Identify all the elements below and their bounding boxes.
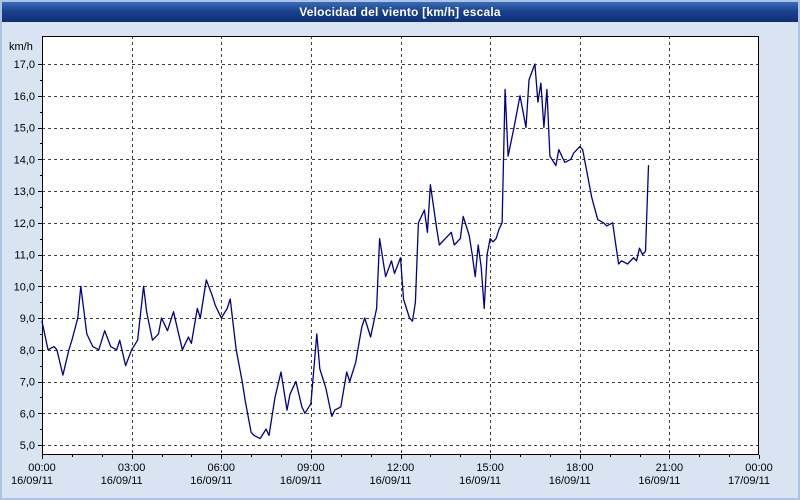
svg-text:8,0: 8,0 <box>20 345 35 357</box>
svg-text:9,0: 9,0 <box>20 313 35 325</box>
axis-ticks <box>38 64 760 459</box>
svg-text:16/09/11: 16/09/11 <box>280 475 322 487</box>
svg-text:14,0: 14,0 <box>14 154 35 166</box>
svg-text:12,0: 12,0 <box>14 218 35 230</box>
svg-text:06:00: 06:00 <box>207 462 235 474</box>
wind-speed-line <box>41 63 650 440</box>
svg-text:15,0: 15,0 <box>14 123 35 135</box>
y-axis-labels: 5,0 6,0 7,0 8,0 9,0 10,0 11,0 12,0 13,0 14,0 15,0 1… <box>14 59 35 452</box>
svg-text:16/09/11: 16/09/11 <box>459 475 501 487</box>
svg-text:16/09/11: 16/09/11 <box>101 475 143 487</box>
plot-background <box>42 36 759 455</box>
svg-text:13,0: 13,0 <box>14 186 35 198</box>
svg-text:18:00: 18:00 <box>566 462 594 474</box>
title-bar: Velocidad del viento [km/h] escala <box>2 2 798 22</box>
svg-text:16/09/11: 16/09/11 <box>638 475 680 487</box>
svg-text:03:00: 03:00 <box>118 462 146 474</box>
wind-speed-chart: 5,0 6,0 7,0 8,0 9,0 10,0 11,0 12,0 13,0 14,0 15,0 1… <box>9 36 773 487</box>
svg-text:7,0: 7,0 <box>20 377 35 389</box>
svg-text:16/09/11: 16/09/11 <box>549 475 591 487</box>
svg-text:10,0: 10,0 <box>14 281 35 293</box>
chart-area: 5,0 6,0 7,0 8,0 9,0 10,0 11,0 12,0 13,0 14,0 15,0 1… <box>2 22 798 498</box>
svg-text:09:00: 09:00 <box>297 462 325 474</box>
svg-text:21:00: 21:00 <box>656 462 684 474</box>
svg-text:16/09/11: 16/09/11 <box>11 475 53 487</box>
svg-text:00:00: 00:00 <box>745 462 773 474</box>
svg-text:16,0: 16,0 <box>14 91 35 103</box>
plot-border <box>42 36 759 455</box>
svg-text:5,0: 5,0 <box>20 440 35 452</box>
y-axis-unit: km/h <box>9 41 33 53</box>
svg-text:17/09/11: 17/09/11 <box>728 475 770 487</box>
x-axis-labels: 00:0016/09/1103:0016/09/1106:0016/09/110… <box>11 462 773 487</box>
svg-text:11,0: 11,0 <box>14 250 35 262</box>
vertical-gridlines <box>132 36 670 455</box>
svg-text:12:00: 12:00 <box>387 462 415 474</box>
svg-text:6,0: 6,0 <box>20 408 35 420</box>
chart-title: Velocidad del viento [km/h] escala <box>299 5 501 19</box>
svg-text:16/09/11: 16/09/11 <box>190 475 232 487</box>
svg-text:16/09/11: 16/09/11 <box>369 475 411 487</box>
svg-text:17,0: 17,0 <box>14 59 35 71</box>
svg-text:00:00: 00:00 <box>28 462 56 474</box>
svg-text:15:00: 15:00 <box>476 462 504 474</box>
